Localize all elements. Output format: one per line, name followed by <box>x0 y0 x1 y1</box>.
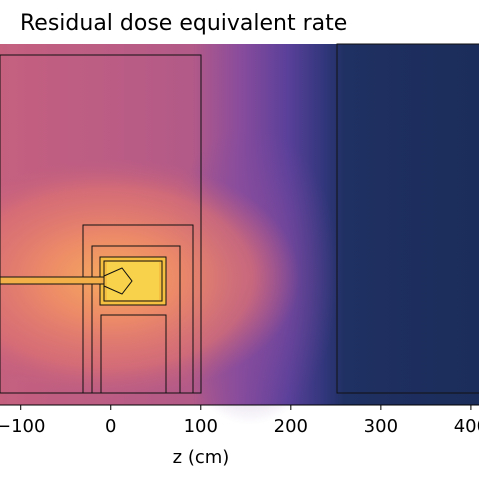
x-tick-label: 0 <box>105 416 116 437</box>
chart-title: Residual dose equivalent rate <box>20 11 347 36</box>
x-tick-label: 300 <box>364 416 398 437</box>
x-tick-label: −100 <box>0 416 45 437</box>
x-tick-label: 400 <box>454 416 479 437</box>
x-tick-label: 200 <box>274 416 308 437</box>
x-axis-label: z (cm) <box>173 447 230 468</box>
heatmap-field <box>0 44 479 425</box>
x-tick-label: 100 <box>184 416 218 437</box>
geometry-outline <box>0 43 479 394</box>
